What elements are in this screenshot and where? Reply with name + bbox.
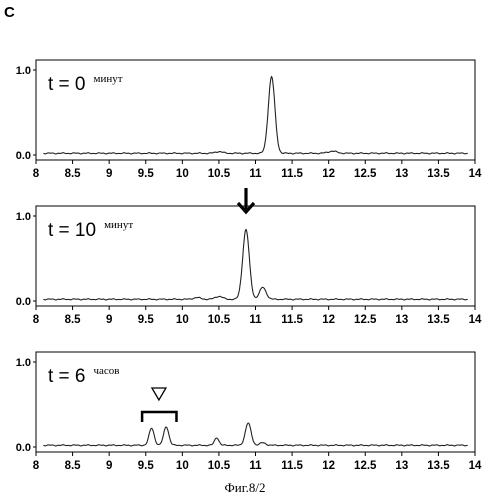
panel-3-x-tick-label: 10.5 [208, 460, 231, 472]
panel-3-x-tick-label: 9.5 [138, 460, 155, 472]
panel-3-time-unit: часов [94, 365, 120, 377]
panel-2-time-unit: минут [104, 219, 133, 231]
panel-3-y-tick-label: 1.0 [16, 357, 31, 369]
panel-1-time-label: t = 0 [48, 74, 86, 95]
panel-1-x-tick-label: 12 [322, 168, 335, 180]
panel-2-x-tick-label: 13.5 [427, 314, 450, 326]
panel-3-trace-line [43, 423, 467, 446]
panel-2-x-tick-label: 12 [322, 314, 335, 326]
panel-3-time-label: t = 6 [48, 366, 86, 387]
panel-2-y-tick-label: 0.0 [16, 296, 31, 308]
panel-2-x-tick-label: 10 [176, 314, 189, 326]
panel-1-x-tick-label: 13.5 [427, 168, 450, 180]
figure-caption: Фиг.8/2 [0, 480, 490, 496]
panel-2-x-tick-label: 13 [395, 314, 408, 326]
panel-1-x-tick-label: 9 [106, 168, 112, 180]
panel-3-x-tick-label: 8 [33, 460, 40, 472]
panel-3-triangle-marker-icon [152, 388, 166, 400]
panel-2-frame [36, 206, 475, 306]
panel-1-x-tick-label: 11.5 [281, 168, 303, 180]
panel-3-x-tick-label: 12 [322, 460, 335, 472]
panel-2-x-tick-label: 8 [33, 314, 40, 326]
panel-3-x-tick-label: 13.5 [427, 460, 450, 472]
panel-1-x-tick-label: 14 [469, 168, 482, 180]
panel-2-x-tick-label: 8.5 [65, 314, 82, 326]
panel-1-x-tick-label: 9.5 [138, 168, 155, 180]
panel-2-x-tick-label: 11 [249, 314, 262, 326]
panel-3-y-tick-label: 0.0 [16, 442, 31, 454]
panel-1-y-tick-label: 0.0 [16, 150, 31, 162]
panel-1-trace-line [43, 77, 467, 154]
panel-2-y-tick-label: 1.0 [16, 211, 31, 223]
panel-1-x-tick-label: 10 [176, 168, 189, 180]
panel-3-x-tick-label: 9 [106, 460, 112, 472]
panel-1-x-tick-label: 11 [249, 168, 262, 180]
panel-1-x-tick-label: 10.5 [208, 168, 231, 180]
panel-1-x-tick-label: 8 [33, 168, 40, 180]
chromatogram-figure: 0.0 1.0 8 8.5 9 9.5 10 10.5 11 11.5 12 12.5 13 13.5 14… [0, 0, 490, 480]
panel-3-x-tick-label: 11.5 [281, 460, 303, 472]
panel-2-x-tick-label: 9 [106, 314, 112, 326]
panel-2-x-tick-label: 10.5 [208, 314, 231, 326]
panel-2-time-label: t = 10 [48, 220, 96, 241]
panel-1-x-tick-label: 8.5 [65, 168, 82, 180]
panel-2-x-tick-label: 11.5 [281, 314, 303, 326]
panel-1-y-tick-label: 1.0 [16, 65, 31, 77]
panel-1-x-tick-label: 12.5 [354, 168, 377, 180]
panel-2-x-tick-label: 9.5 [138, 314, 155, 326]
panel-1-x-tick-label: 13 [395, 168, 408, 180]
panel-2-x-tick-label: 14 [469, 314, 482, 326]
panel-3-x-tick-label: 14 [469, 460, 482, 472]
panel-1-time-unit: минут [94, 73, 123, 85]
panel-3-x-tick-label: 10 [176, 460, 189, 472]
panel-3-x-tick-label: 12.5 [354, 460, 377, 472]
panel-3-x-tick-label: 11 [249, 460, 262, 472]
panel-2-trace-line [43, 230, 467, 300]
panel-3-x-tick-label: 13 [395, 460, 408, 472]
panel-3-bracket [142, 412, 176, 422]
panel-3-x-tick-label: 8.5 [65, 460, 82, 472]
panel-2-x-tick-label: 12.5 [354, 314, 377, 326]
